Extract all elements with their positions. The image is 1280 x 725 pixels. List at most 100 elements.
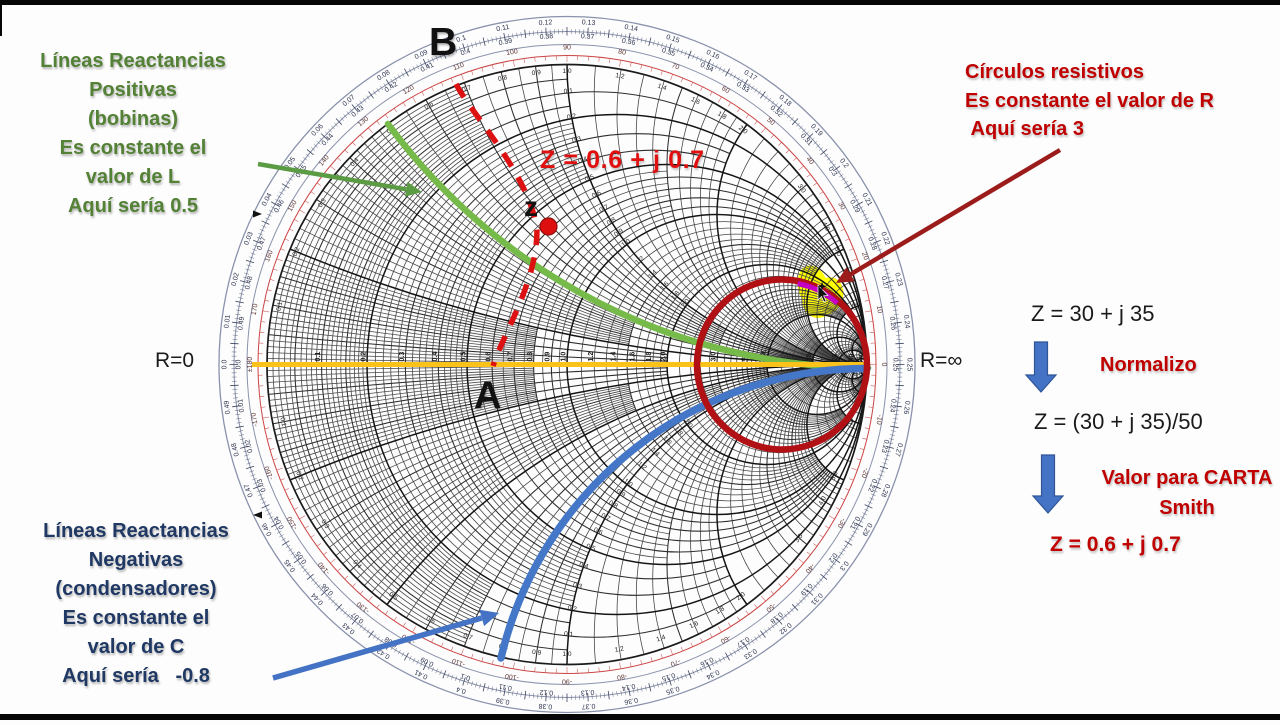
svg-text:170: 170 <box>251 303 260 316</box>
svg-text:0.1: 0.1 <box>456 34 468 44</box>
svg-text:0.35: 0.35 <box>661 47 676 58</box>
svg-text:0.2: 0.2 <box>292 246 302 257</box>
svg-text:-70: -70 <box>669 657 681 667</box>
svg-text:-90: -90 <box>562 678 572 685</box>
svg-text:0.4: 0.4 <box>456 685 468 695</box>
svg-text:0.22: 0.22 <box>866 478 878 493</box>
svg-text:0.8: 0.8 <box>607 499 619 510</box>
svg-text:160: 160 <box>264 249 275 262</box>
svg-text:0.2: 0.2 <box>827 551 838 563</box>
svg-text:0.22: 0.22 <box>879 231 891 246</box>
svg-text:1.2: 1.2 <box>614 645 625 654</box>
svg-text:2.0: 2.0 <box>680 298 691 310</box>
svg-text:0.1: 0.1 <box>315 352 322 362</box>
svg-text:2.0: 2.0 <box>737 125 749 136</box>
svg-text:50: 50 <box>856 349 863 357</box>
svg-text:0.25: 0.25 <box>892 358 899 372</box>
svg-text:0.2: 0.2 <box>838 158 849 170</box>
svg-text:0.03: 0.03 <box>256 478 268 493</box>
svg-text:0.4: 0.4 <box>351 559 363 571</box>
svg-text:-50: -50 <box>764 601 776 613</box>
svg-text:0.13: 0.13 <box>581 19 595 27</box>
svg-text:10: 10 <box>850 302 858 311</box>
svg-text:0.9: 0.9 <box>615 488 627 499</box>
svg-text:0.6: 0.6 <box>591 189 603 199</box>
svg-text:0.26: 0.26 <box>888 316 897 331</box>
svg-text:1.2: 1.2 <box>634 255 646 267</box>
svg-text:0.38: 0.38 <box>539 33 553 41</box>
svg-text:0.7: 0.7 <box>461 84 472 94</box>
svg-text:1.6: 1.6 <box>690 96 702 106</box>
svg-text:0.02: 0.02 <box>244 439 254 454</box>
svg-text:-60: -60 <box>719 633 731 644</box>
svg-text:0.28: 0.28 <box>879 483 891 498</box>
svg-text:-160: -160 <box>264 465 275 481</box>
svg-text:0.02: 0.02 <box>231 272 241 287</box>
svg-text:0.1: 0.1 <box>563 88 573 96</box>
svg-text:0.2: 0.2 <box>361 352 368 362</box>
svg-text:0.5: 0.5 <box>585 543 596 553</box>
svg-text:0.8: 0.8 <box>527 352 534 362</box>
svg-text:1.2: 1.2 <box>636 460 648 472</box>
svg-text:1.0: 1.0 <box>620 238 632 249</box>
svg-text:-40: -40 <box>804 562 816 574</box>
svg-text:0.9: 0.9 <box>545 352 552 362</box>
svg-text:-20: -20 <box>860 467 870 479</box>
svg-text:4.0: 4.0 <box>818 495 829 507</box>
svg-text:0.39: 0.39 <box>498 38 513 47</box>
svg-text:1.6: 1.6 <box>688 620 700 630</box>
svg-text:-110: -110 <box>451 656 466 667</box>
svg-text:2.0: 2.0 <box>735 591 747 602</box>
svg-text:0.1: 0.1 <box>564 631 574 639</box>
svg-text:0.47: 0.47 <box>243 483 255 498</box>
svg-text:20: 20 <box>832 354 839 362</box>
svg-text:0.24: 0.24 <box>888 398 897 413</box>
svg-text:0.3: 0.3 <box>838 559 849 571</box>
svg-text:0.5: 0.5 <box>461 352 468 362</box>
svg-text:20: 20 <box>860 251 869 261</box>
svg-text:0.3: 0.3 <box>319 518 330 530</box>
svg-text:0.0: 0.0 <box>222 360 229 370</box>
svg-text:0.7: 0.7 <box>600 512 612 523</box>
svg-text:0.8: 0.8 <box>606 216 618 227</box>
svg-text:1.0: 1.0 <box>562 651 571 658</box>
svg-text:1.4: 1.4 <box>656 634 667 644</box>
svg-text:70: 70 <box>670 62 680 71</box>
svg-text:-30: -30 <box>836 517 847 529</box>
svg-text:1.8: 1.8 <box>673 426 684 438</box>
svg-text:1.4: 1.4 <box>649 447 661 459</box>
svg-text:1.4: 1.4 <box>657 83 668 93</box>
svg-text:0.27: 0.27 <box>880 275 890 290</box>
svg-text:-170: -170 <box>250 412 259 427</box>
svg-text:0.49: 0.49 <box>223 400 232 415</box>
svg-text:100: 100 <box>506 48 519 57</box>
svg-text:0.3: 0.3 <box>827 166 838 178</box>
svg-text:0.11: 0.11 <box>496 24 510 33</box>
svg-text:0.14: 0.14 <box>624 24 639 33</box>
svg-text:1.0: 1.0 <box>562 68 571 75</box>
svg-text:0.36: 0.36 <box>621 38 636 47</box>
svg-text:0.9: 0.9 <box>531 69 541 77</box>
svg-text:0.24: 0.24 <box>902 314 911 329</box>
svg-text:0.3: 0.3 <box>571 135 582 144</box>
svg-text:0.36: 0.36 <box>624 696 639 705</box>
svg-text:0.38: 0.38 <box>538 702 552 710</box>
svg-text:1.2: 1.2 <box>615 72 626 81</box>
svg-text:0.7: 0.7 <box>508 352 515 362</box>
svg-text:4.0: 4.0 <box>820 221 831 233</box>
svg-text:1.8: 1.8 <box>716 110 728 121</box>
svg-text:3.0: 3.0 <box>711 352 718 362</box>
svg-text:0.13: 0.13 <box>580 688 594 696</box>
svg-text:0.48: 0.48 <box>231 442 241 457</box>
svg-text:0: 0 <box>880 363 887 367</box>
svg-text:120: 120 <box>402 84 416 96</box>
svg-text:0.6: 0.6 <box>486 352 493 362</box>
svg-text:3.0: 3.0 <box>793 532 804 544</box>
svg-text:0.1: 0.1 <box>460 672 472 682</box>
svg-text:0.49: 0.49 <box>237 316 246 331</box>
svg-text:0.28: 0.28 <box>866 236 878 251</box>
svg-text:110: 110 <box>452 62 465 72</box>
svg-text:0.0: 0.0 <box>236 360 243 370</box>
svg-text:20: 20 <box>852 389 860 397</box>
svg-text:0.7: 0.7 <box>462 632 473 642</box>
